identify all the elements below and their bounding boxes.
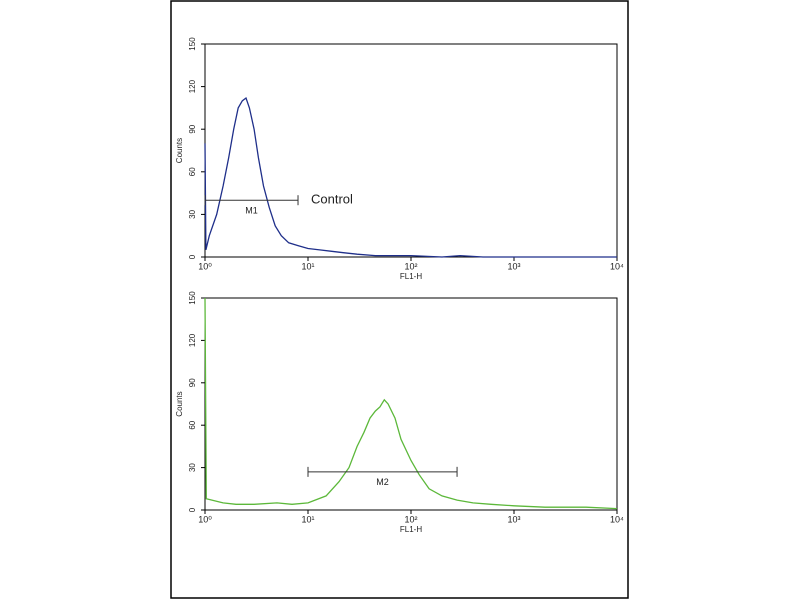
x-tick-label: 10³: [507, 261, 520, 271]
y-tick-label: 30: [188, 209, 197, 218]
x-tick-label: 10⁴: [610, 261, 624, 271]
x-tick-label: 10²: [404, 514, 417, 524]
y-tick-label: 30: [188, 463, 197, 472]
plot-area: [204, 297, 618, 511]
y-tick-label: 0: [188, 254, 197, 259]
x-axis-label: FL1-H: [400, 525, 422, 534]
y-tick-label: 90: [188, 124, 197, 133]
gate-label: M1: [245, 206, 258, 216]
x-tick-label: 10⁰: [198, 261, 212, 271]
x-tick-label: 10³: [507, 514, 520, 524]
y-tick-label: 150: [188, 291, 197, 305]
x-tick-label: 10⁰: [198, 514, 212, 524]
x-tick-label: 10²: [404, 261, 417, 271]
annotation: Control: [311, 192, 353, 207]
y-tick-label: 60: [188, 167, 197, 176]
plot-area: [204, 43, 618, 258]
x-tick-label: 10¹: [301, 514, 314, 524]
y-tick-label: 60: [188, 420, 197, 429]
y-tick-label: 0: [188, 507, 197, 512]
gate-label: M2: [376, 477, 389, 487]
y-axis-label: Counts: [175, 138, 184, 163]
frame: [170, 0, 629, 599]
y-axis-label: Counts: [175, 391, 184, 416]
y-tick-label: 120: [188, 79, 197, 93]
x-tick-label: 10⁴: [610, 514, 624, 524]
histogram-line: [204, 96, 617, 258]
x-axis-label: FL1-H: [400, 272, 422, 281]
x-tick-label: 10¹: [301, 261, 314, 271]
y-tick-label: 120: [188, 333, 197, 347]
y-tick-label: 150: [188, 37, 197, 51]
y-tick-label: 90: [188, 378, 197, 387]
histogram-line: [204, 297, 618, 510]
